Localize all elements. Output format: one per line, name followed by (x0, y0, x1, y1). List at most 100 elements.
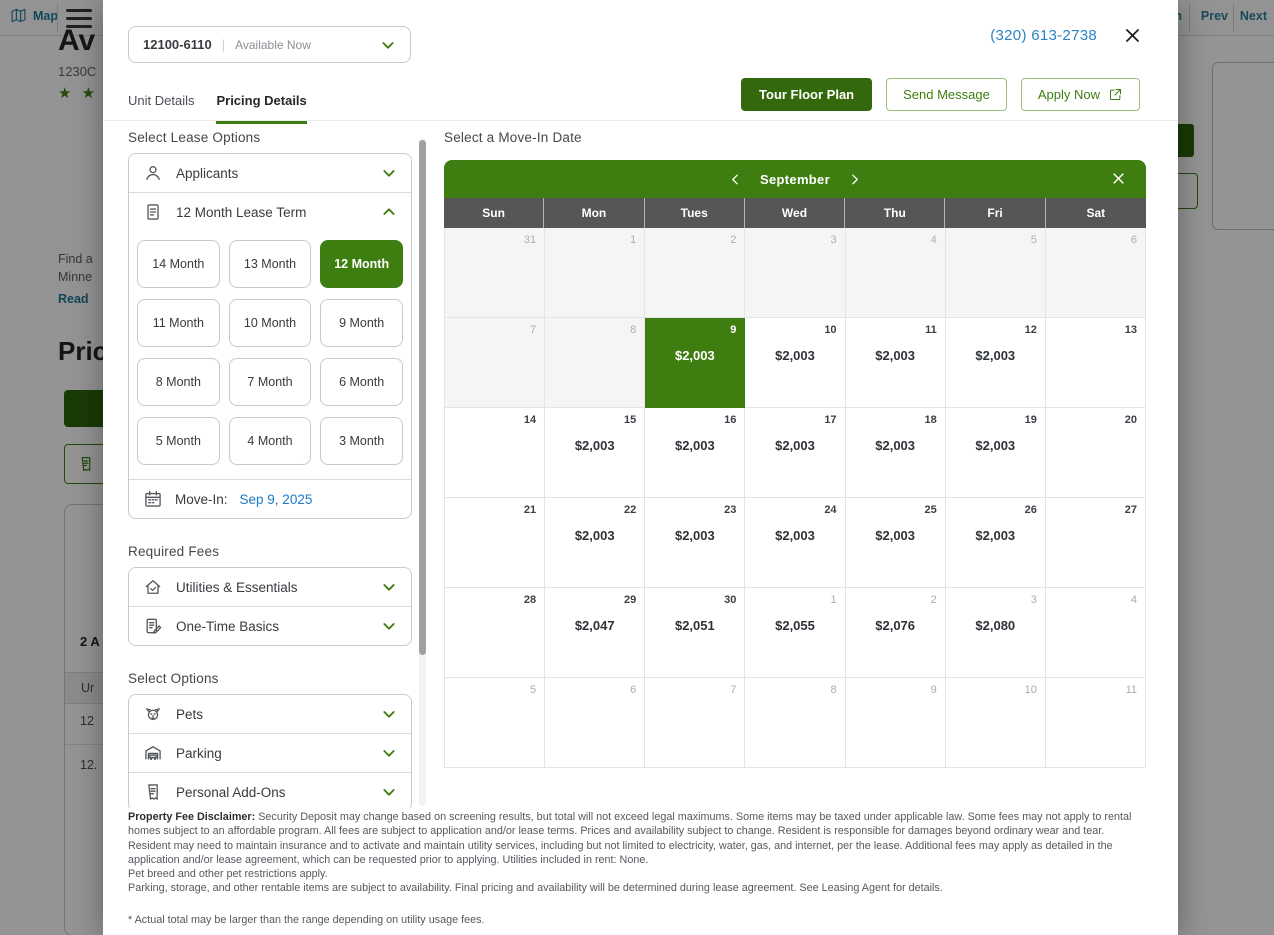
chevron-down-icon (381, 784, 397, 800)
phone-link[interactable]: (320) 613-2738 (990, 27, 1097, 44)
calendar-day-cell: 31 (445, 228, 546, 318)
map-icon (10, 7, 27, 24)
tab-unit-details[interactable]: Unit Details (128, 93, 195, 108)
table-row[interactable]: 12 (80, 714, 94, 728)
lease-term-button[interactable]: 8 Month (137, 358, 220, 406)
accordion-item-label: One-Time Basics (176, 618, 280, 634)
prev-button[interactable]: Prev (1200, 9, 1228, 23)
availability-partial: 2 A (80, 634, 100, 649)
calendar-day-cell[interactable]: 23 $2,003 (645, 498, 746, 588)
hamburger-menu-icon[interactable] (66, 9, 92, 33)
chevron-down-icon (381, 618, 397, 634)
calendar-day-cell[interactable]: 9 $2,003 (645, 318, 746, 408)
nav-partial-label[interactable]: n (1174, 9, 1182, 23)
day-number: 5 (530, 684, 537, 696)
chevron-down-icon (380, 37, 396, 53)
calendar-day-cell[interactable]: 26 $2,003 (945, 498, 1046, 588)
lease-term-button[interactable]: 5 Month (137, 417, 220, 465)
calendar-day-cell: 21 (445, 498, 546, 588)
lease-term-button[interactable]: 6 Month (320, 358, 403, 406)
lease-term-button[interactable]: 4 Month (228, 417, 312, 465)
calendar-day-cell[interactable]: 2 $2,076 (845, 588, 946, 678)
lease-term-button[interactable]: 11 Month (137, 299, 220, 347)
day-number: 17 (824, 414, 837, 426)
left-panel-scrollbar-thumb[interactable] (419, 140, 426, 655)
prev-month-button[interactable] (729, 173, 742, 186)
day-number: 6 (630, 684, 637, 696)
calendar-day-cell: 20 (1045, 408, 1146, 498)
select-options-heading: Select Options (128, 671, 219, 686)
calendar-day-cell: 28 (445, 588, 546, 678)
tour-floor-plan-button[interactable]: Tour Floor Plan (741, 78, 873, 111)
left-panel-scrollbar-track[interactable] (419, 138, 426, 806)
calendar-day-cell[interactable]: 29 $2,047 (545, 588, 646, 678)
unit-selector-dropdown[interactable]: 12100-6110 | Available Now (128, 26, 411, 63)
map-button[interactable]: Map (10, 7, 58, 24)
next-button[interactable]: Next (1239, 9, 1267, 23)
lease-term-button[interactable]: 9 Month (320, 299, 403, 347)
tab-pricing-details[interactable]: Pricing Details (216, 93, 307, 124)
day-number: 26 (1024, 504, 1037, 516)
calendar-day-cell[interactable]: 30 $2,051 (645, 588, 746, 678)
accordion-item-label: Personal Add-Ons (176, 784, 286, 800)
lease-term-button[interactable]: 10 Month (228, 299, 312, 347)
calendar-grid: 31 1 2 3 4 5 6 7 8 9 $2,003 10 $2,003 11 $2,003 12 $2,00… (444, 228, 1146, 768)
calendar-heading: Select a Move-In Date (444, 130, 582, 145)
calendar-day-cell: 2 (645, 228, 746, 318)
move-in-date[interactable]: Sep 9, 2025 (239, 491, 313, 507)
calendar-day-cell[interactable]: 24 $2,003 (745, 498, 846, 588)
move-in-row[interactable]: Move-In: Sep 9, 2025 (129, 479, 411, 518)
day-number: 31 (523, 234, 537, 246)
lease-accordion: Applicants 12 Month Lease Term 14 Month 1… (128, 153, 412, 519)
calendar-day-cell: 13 (1045, 318, 1146, 408)
calendar-day-cell[interactable]: 16 $2,003 (645, 408, 746, 498)
day-number: 9 (930, 684, 937, 696)
calendar-day-cell[interactable]: 19 $2,003 (945, 408, 1046, 498)
lease-term-button[interactable]: 3 Month (320, 417, 403, 465)
accordion-item-applicants[interactable]: Applicants (129, 154, 411, 192)
chevron-up-icon (381, 204, 397, 220)
accordion-item-personal-add-ons[interactable]: Personal Add-Ons (129, 772, 411, 808)
apply-now-button[interactable]: Apply Now (1020, 78, 1140, 111)
move-in-label: Move-In: (175, 491, 228, 507)
calendar-day-cell[interactable]: 25 $2,003 (845, 498, 946, 588)
day-header: Tues (645, 198, 745, 228)
calendar-day-cell[interactable]: 15 $2,003 (545, 408, 646, 498)
calendar-day-cell[interactable]: 18 $2,003 (845, 408, 946, 498)
calendar-close-icon[interactable] (1111, 171, 1126, 186)
lease-term-button[interactable]: 14 Month (137, 240, 220, 288)
calendar-day-cell[interactable]: 3 $2,080 (945, 588, 1046, 678)
lease-term-button[interactable]: 12 Month (320, 240, 403, 288)
day-number: 16 (724, 414, 737, 426)
modal-close-icon[interactable] (1123, 26, 1142, 45)
lease-term-grid: 14 Month 13 Month 12 Month 11 Month 10 Month… (129, 231, 411, 479)
calendar-day-cell: 27 (1045, 498, 1146, 588)
send-message-button[interactable]: Send Message (886, 78, 1007, 111)
calendar-day-cell[interactable]: 12 $2,003 (945, 318, 1046, 408)
accordion-item-label: Utilities & Essentials (176, 579, 298, 595)
accordion-item-parking[interactable]: Parking (129, 733, 411, 772)
calendar-day-cell[interactable]: 22 $2,003 (545, 498, 646, 588)
tab-divider (103, 120, 1178, 121)
read-more-link[interactable]: Read (58, 292, 89, 306)
next-month-button[interactable] (848, 173, 861, 186)
day-price: $2,080 (975, 618, 1016, 633)
listing-address-partial: 1230C (58, 64, 97, 79)
calendar-day-cell[interactable]: 11 $2,003 (845, 318, 946, 408)
calendar-day-cell[interactable]: 10 $2,003 (745, 318, 846, 408)
accordion-item-lease-term[interactable]: 12 Month Lease Term (129, 192, 411, 231)
background-right-card (1212, 62, 1274, 230)
fee-disclaimer: Property Fee Disclaimer: Security Deposi… (128, 810, 1148, 927)
calendar-day-cell: 9 (845, 678, 946, 768)
lease-term-button[interactable]: 13 Month (228, 240, 312, 288)
day-number: 15 (624, 414, 637, 426)
table-row[interactable]: 12. (80, 758, 98, 772)
calendar-day-cell[interactable]: 17 $2,003 (745, 408, 846, 498)
calendar-icon (143, 489, 163, 509)
calendar-day-cell[interactable]: 1 $2,055 (745, 588, 846, 678)
lease-term-button[interactable]: 7 Month (228, 358, 312, 406)
accordion-item-one-time-basics[interactable]: One-Time Basics (129, 606, 411, 645)
accordion-item-pets[interactable]: Pets (129, 695, 411, 733)
accordion-item-utilities-essentials[interactable]: Utilities & Essentials (129, 568, 411, 606)
